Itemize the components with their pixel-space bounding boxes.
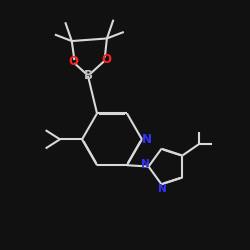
Text: O: O xyxy=(101,53,111,66)
Text: N: N xyxy=(141,160,150,170)
Text: N: N xyxy=(158,184,166,194)
Text: B: B xyxy=(84,69,92,82)
Text: O: O xyxy=(68,55,78,68)
Text: N: N xyxy=(142,133,152,146)
